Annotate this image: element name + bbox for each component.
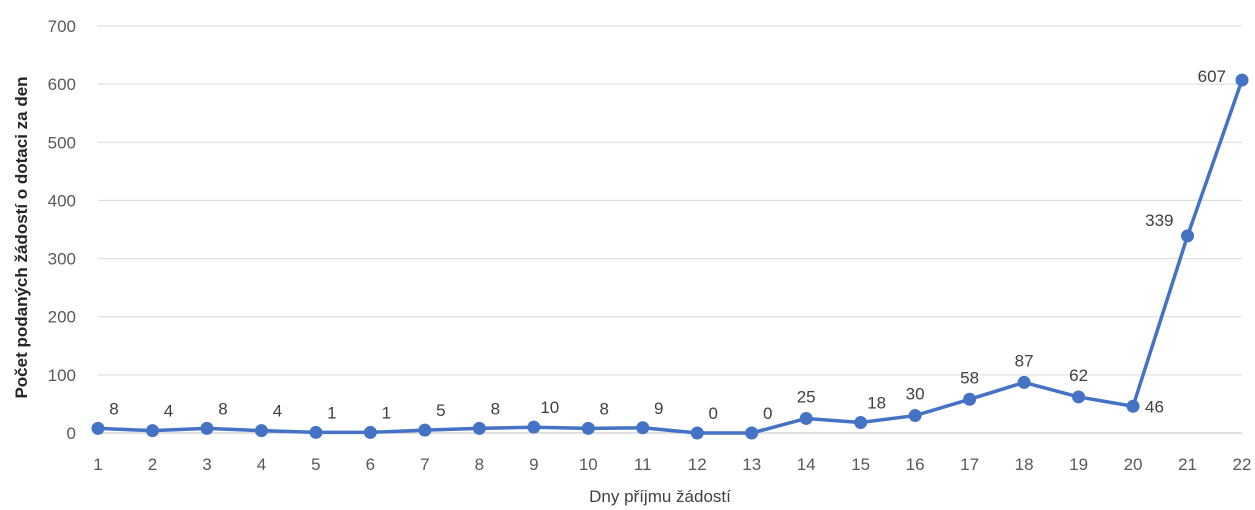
data-label: 4 [273,402,282,421]
x-tick-label: 17 [960,455,979,474]
x-tick-label: 10 [579,455,598,474]
x-tick-label: 19 [1069,455,1088,474]
gridlines [98,25,1242,376]
data-point [472,421,486,435]
data-label: 58 [960,368,979,387]
x-tick-label: 9 [529,455,538,474]
y-tick-label: 500 [48,133,76,152]
data-point [254,424,268,438]
data-label: 87 [1015,351,1034,370]
data-label: 0 [709,404,718,423]
x-tick-label: 21 [1178,455,1197,474]
x-tick-label: 7 [420,455,429,474]
y-axis-ticks: 0 100 200 300 400 500 600 700 [48,17,76,443]
data-point [690,426,704,440]
x-tick-label: 20 [1124,455,1143,474]
x-tick-label: 5 [311,455,320,474]
x-tick-label: 11 [634,455,652,474]
x-tick-label: 16 [906,455,925,474]
data-label: 0 [763,404,772,423]
x-tick-label: 12 [688,455,707,474]
y-tick-label: 0 [67,424,76,443]
data-point [1181,229,1195,243]
x-tick-label: 3 [202,455,211,474]
x-tick-label: 1 [93,455,102,474]
data-label: 339 [1145,211,1173,230]
data-point [1235,73,1249,87]
x-axis-ticks: 1 2 3 4 5 6 7 8 9 10 11 12 13 14 15 16 17 18 19 20 21 22 [93,455,1251,474]
y-tick-label: 300 [48,250,76,269]
data-label: 9 [654,399,663,418]
y-tick-label: 100 [48,366,76,385]
y-axis-title: Počet podaných žádostí o dotaci za den [12,76,31,398]
x-tick-label: 13 [742,455,761,474]
data-point [418,423,432,437]
data-point [581,421,595,435]
data-label: 25 [797,387,816,406]
data-label: 8 [491,399,500,418]
data-point [200,421,214,435]
x-axis-title: Dny příjmu žádostí [589,487,731,506]
series-line [97,79,1244,435]
data-point [636,421,650,435]
data-label: 18 [867,394,886,413]
y-tick-label: 600 [48,75,76,94]
x-tick-label: 18 [1015,455,1034,474]
data-point [963,392,977,406]
data-label: 8 [109,399,118,418]
data-point [799,411,813,425]
data-label: 62 [1069,366,1088,385]
x-tick-label: 6 [366,455,375,474]
data-point [745,426,759,440]
data-label: 46 [1145,397,1164,416]
data-label: 607 [1198,67,1226,86]
data-point [527,420,541,434]
data-label: 5 [436,401,445,420]
data-label: 4 [164,402,173,421]
data-label: 8 [218,399,227,418]
y-tick-label: 700 [48,17,76,36]
data-label: 1 [327,403,336,422]
data-point [908,409,922,423]
data-point [854,416,868,430]
data-points [91,73,1249,440]
data-point [309,425,323,439]
data-point [145,424,159,438]
y-tick-label: 200 [48,308,76,327]
x-tick-label: 8 [475,455,484,474]
x-tick-label: 4 [257,455,266,474]
data-point [91,421,105,435]
data-point [363,425,377,439]
data-label: 30 [906,385,925,404]
data-label: 8 [600,399,609,418]
data-label: 1 [382,403,391,422]
x-tick-label: 2 [148,455,157,474]
x-tick-label: 14 [797,455,816,474]
data-point [1017,375,1031,389]
data-label: 10 [540,398,559,417]
data-point [1072,390,1086,404]
data-point [1126,399,1140,413]
x-tick-label: 15 [851,455,870,474]
y-tick-label: 400 [48,191,76,210]
x-tick-label: 22 [1233,455,1252,474]
